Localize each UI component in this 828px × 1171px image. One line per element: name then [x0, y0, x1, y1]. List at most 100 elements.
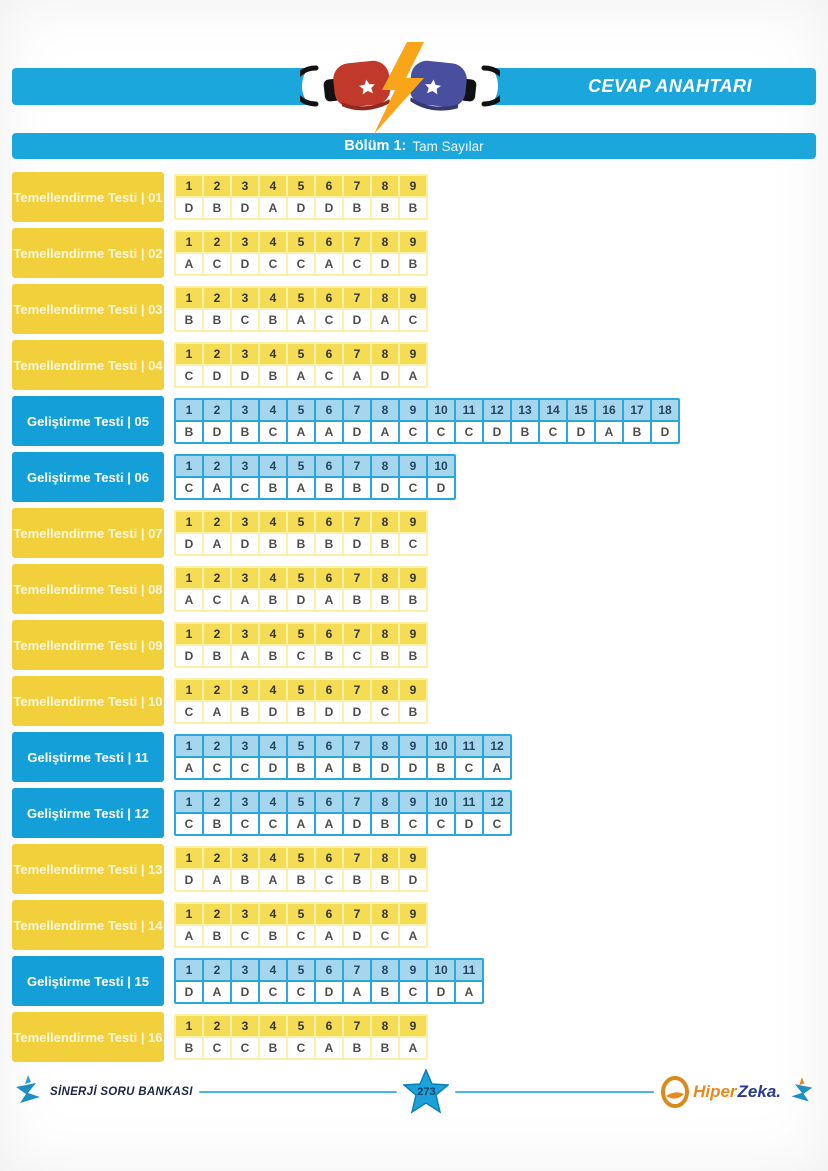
answer-letter: B: [624, 422, 650, 442]
test-row: Temellendirme Testi | 10 1 C 2 A 3 B 4 D 5 B 6 D 7 D 8 C…: [12, 676, 680, 726]
star-icon: [402, 1068, 451, 1114]
answer-letter: D: [260, 758, 286, 778]
answer-letter: D: [344, 702, 370, 722]
answer-letter: B: [372, 1038, 398, 1058]
answer-letter: B: [260, 646, 286, 666]
question-number: 1: [176, 960, 202, 980]
answer-letter: B: [260, 534, 286, 554]
answer-letter: D: [288, 198, 314, 218]
answer-letter: B: [232, 870, 258, 890]
question-number: 7: [344, 232, 370, 252]
answer-column: 11 D: [456, 792, 482, 834]
answer-letter: B: [204, 198, 230, 218]
question-number: 7: [344, 680, 370, 700]
answer-letter: C: [316, 870, 342, 890]
question-number: 7: [344, 176, 370, 196]
answer-letter: C: [288, 254, 314, 274]
question-number: 3: [232, 568, 258, 588]
question-number: 8: [372, 176, 398, 196]
answer-letter: C: [260, 982, 286, 1002]
answer-table: 1 C 2 A 3 C 4 B 5 A 6 B 7 B 8 D 9 C 10 D: [174, 454, 456, 500]
question-number: 1: [176, 400, 202, 420]
question-number: 5: [288, 232, 314, 252]
question-number: 9: [400, 344, 426, 364]
question-number: 6: [316, 848, 342, 868]
question-number: 6: [316, 792, 342, 812]
question-number: 5: [288, 176, 314, 196]
answer-letter: D: [372, 254, 398, 274]
logo-text-zeka: Zeka.: [737, 1082, 782, 1101]
question-number: 7: [344, 960, 370, 980]
question-number: 8: [372, 400, 398, 420]
answer-column: 11 C: [456, 736, 482, 778]
question-number: 7: [344, 456, 370, 476]
answer-letter: C: [428, 814, 454, 834]
answer-letter: D: [232, 534, 258, 554]
test-row: Temellendirme Testi | 03 1 B 2 B 3 C 4 B 5 A 6 C 7 D 8 A…: [12, 284, 680, 334]
question-number: 5: [288, 344, 314, 364]
test-row: Geliştirme Testi | 12 1 C 2 B 3 C 4 C 5 A 6 A 7 D 8 B 9 C 1…: [12, 788, 680, 838]
question-number: 10: [428, 456, 454, 476]
question-number: 9: [400, 624, 426, 644]
test-label: Temellendirme Testi | 10: [12, 676, 164, 726]
answer-letter: B: [204, 814, 230, 834]
answer-table: 1 B 2 D 3 B 4 C 5 A 6 A 7 D 8 A 9 C 10 C 11 C 12 D 13 B 14 C 15 D 16 A 1…: [174, 398, 680, 444]
section-header-bar: Bölüm 1: Tam Sayılar: [12, 133, 816, 159]
answer-letter: C: [232, 758, 258, 778]
question-number: 7: [344, 400, 370, 420]
question-number: 9: [400, 456, 426, 476]
answer-letter: A: [288, 366, 314, 386]
answer-letter: B: [344, 758, 370, 778]
answer-letter: A: [288, 814, 314, 834]
question-number: 1: [176, 512, 202, 532]
boxing-gloves-graphic: [291, 42, 509, 134]
question-number: 5: [288, 624, 314, 644]
test-row: Temellendirme Testi | 01 1 D 2 B 3 D 4 A 5 D 6 D 7 B 8 B…: [12, 172, 680, 222]
question-number: 3: [232, 736, 258, 756]
question-number: 6: [316, 904, 342, 924]
answer-column: 17 B: [624, 400, 650, 442]
answer-column: 12 D: [484, 400, 510, 442]
answer-letter: C: [204, 758, 230, 778]
answer-letter: C: [400, 422, 426, 442]
question-number: 4: [260, 512, 286, 532]
answer-letter: B: [400, 646, 426, 666]
question-number: 8: [372, 624, 398, 644]
answer-letter: D: [204, 366, 230, 386]
question-number: 9: [400, 680, 426, 700]
question-number: 7: [344, 624, 370, 644]
question-number: 7: [344, 1016, 370, 1036]
answer-column: 16 A: [596, 400, 622, 442]
question-number: 6: [316, 736, 342, 756]
question-number: 6: [316, 568, 342, 588]
question-number: 6: [316, 512, 342, 532]
answer-letter: B: [400, 702, 426, 722]
question-number: 9: [400, 512, 426, 532]
